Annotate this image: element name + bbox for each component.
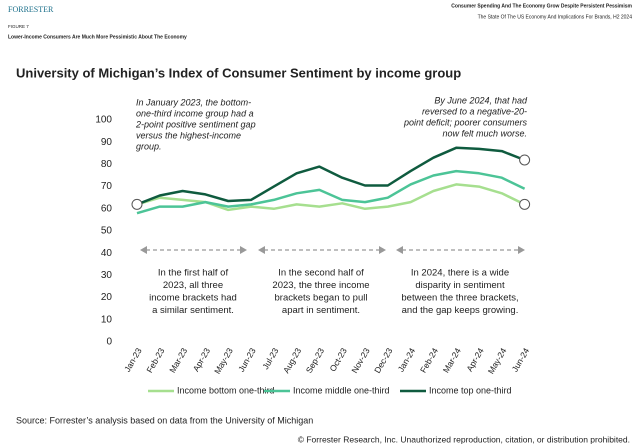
series-line: [136, 146, 526, 206]
series-line: [136, 183, 526, 212]
x-tick-label: Feb-23: [144, 346, 166, 375]
y-tick-label: 80: [101, 159, 113, 170]
period-arrows: [140, 246, 525, 254]
x-tick-label: Jun-24: [510, 346, 532, 374]
period-note: 2023, the three income: [272, 280, 369, 291]
x-tick-label: Dec-23: [372, 346, 394, 375]
y-tick-label: 90: [101, 137, 113, 148]
period-note: disparity in sentiment: [415, 280, 505, 291]
x-tick-label: Oct-23: [327, 346, 349, 373]
chart-title: University of Michigan’s Index of Consum…: [16, 65, 461, 80]
x-tick-label: May-24: [486, 346, 509, 376]
x-tick-label: Jun-23: [236, 346, 258, 374]
x-tick-label: Apr-24: [464, 346, 486, 373]
period-note: brackets began to pull: [275, 293, 368, 304]
highlight-point: [519, 154, 531, 166]
y-tick-label: 30: [101, 270, 113, 281]
period-note: between the three brackets,: [401, 293, 518, 304]
x-tick-label: Mar-23: [167, 346, 189, 375]
x-tick-label: Nov-23: [349, 346, 371, 375]
y-tick-label: 70: [101, 181, 113, 192]
arrowhead: [140, 246, 147, 254]
legend-label: Income bottom one-third: [177, 385, 275, 395]
y-tick-label: 60: [101, 203, 113, 214]
x-tick-label: Mar-24: [441, 346, 463, 375]
annotation: now felt much worse.: [442, 128, 527, 138]
legend-label: Income top one-third: [429, 385, 512, 395]
highlight-point: [519, 198, 531, 210]
legend-label: Income middle one-third: [293, 385, 390, 395]
report-title: Consumer Spending And The Economy Grow D…: [451, 3, 632, 9]
period-note: income brackets had: [149, 293, 237, 304]
period-note: a similar sentiment.: [152, 305, 234, 316]
source: Source: Forrester’s analysis based on da…: [16, 415, 313, 425]
period-note: In the second half of: [278, 268, 364, 279]
y-tick-label: 50: [101, 226, 113, 237]
x-tick-label: Aug-23: [281, 346, 304, 375]
series-line: [136, 169, 526, 215]
x-tick-label: Feb-24: [418, 346, 440, 375]
period-note: In 2024, there is a wide: [411, 268, 509, 279]
arrowhead: [240, 246, 247, 254]
report-subtitle: The State Of The US Economy And Implicat…: [478, 14, 633, 20]
period-note: 2023, all three: [163, 280, 223, 291]
annotation: 2-point positive sentiment gap: [135, 119, 256, 129]
y-tick-label: 40: [101, 248, 113, 259]
x-tick-label: Jul-23: [260, 346, 280, 371]
arrowhead: [258, 246, 265, 254]
x-tick-label: Jan-23: [122, 346, 144, 374]
arrowhead: [379, 246, 386, 254]
y-tick-label: 100: [95, 115, 112, 126]
period-note: and the gap keeps growing.: [402, 305, 519, 316]
copyright: © Forrester Research, Inc. Unauthorized …: [298, 434, 630, 444]
highlight-point: [131, 198, 143, 210]
annotation: group.: [136, 141, 162, 151]
annotation: one-third income group had a: [136, 108, 254, 118]
figure-label: FIGURE 7: [8, 24, 29, 29]
annotation: By June 2024, that had: [434, 95, 528, 105]
annotation: reversed to a negative-20-: [422, 106, 527, 116]
annotation: In January 2023, the bottom-: [136, 97, 251, 107]
x-tick-label: Apr-23: [191, 346, 213, 373]
period-note: apart in sentiment.: [282, 305, 360, 316]
figure-title: Lower-Income Consumers Are Much More Pes…: [8, 34, 187, 40]
annotation: versus the highest-income: [136, 130, 241, 140]
logo: FORRESTER: [8, 5, 54, 14]
x-tick-label: Jan-24: [396, 346, 418, 374]
x-tick-label: Sep-23: [304, 346, 327, 375]
annotation: point deficit; poorer consumers: [403, 117, 528, 127]
arrowhead: [396, 246, 403, 254]
arrowhead: [518, 246, 525, 254]
y-tick-label: 10: [101, 314, 113, 325]
x-tick-label: May-23: [212, 346, 235, 376]
y-tick-label: 0: [106, 337, 112, 348]
period-note: In the first half of: [158, 268, 229, 279]
y-tick-label: 20: [101, 292, 113, 303]
